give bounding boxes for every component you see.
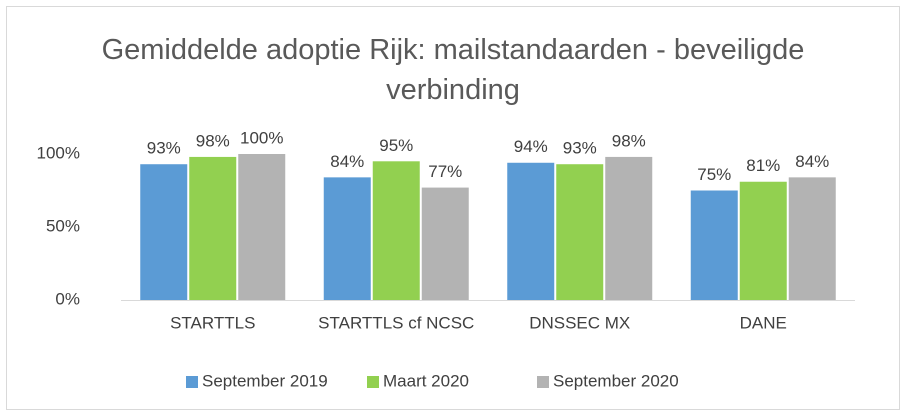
bar <box>238 154 286 300</box>
bar <box>690 190 738 300</box>
bar <box>605 156 653 300</box>
legend-label: Maart 2020 <box>383 371 469 390</box>
data-label: 93% <box>147 139 181 158</box>
x-tick-label: DANE <box>740 313 787 332</box>
data-label: 100% <box>240 128 283 147</box>
data-label: 81% <box>746 156 780 175</box>
bar <box>556 164 604 300</box>
y-tick-label: 0% <box>55 289 80 308</box>
bar <box>788 177 836 300</box>
bar <box>189 156 237 300</box>
data-label: 98% <box>612 131 646 150</box>
data-label: 84% <box>330 152 364 171</box>
data-label: 75% <box>697 165 731 184</box>
legend-swatch <box>367 376 379 388</box>
x-tick-label: STARTTLS <box>170 313 255 332</box>
legend-swatch <box>537 376 549 388</box>
data-label: 77% <box>428 162 462 181</box>
data-label: 84% <box>795 152 829 171</box>
bar <box>372 161 420 300</box>
bar <box>421 187 469 300</box>
legend-swatch <box>186 376 198 388</box>
data-label: 93% <box>563 139 597 158</box>
x-tick-label: DNSSEC MX <box>529 313 630 332</box>
data-label: 95% <box>379 136 413 155</box>
legend-label: September 2019 <box>202 371 328 390</box>
bar <box>739 181 787 300</box>
data-label: 94% <box>514 137 548 156</box>
y-tick-label: 100% <box>37 143 80 162</box>
data-label: 98% <box>196 131 230 150</box>
chart-title: Gemiddelde adoptie Rijk: mailstandaarden… <box>101 34 805 106</box>
bar <box>507 162 555 300</box>
x-tick-label: STARTTLS cf NCSC <box>318 313 474 332</box>
y-tick-label: 50% <box>46 216 80 235</box>
bar <box>140 164 188 300</box>
bar <box>323 177 371 300</box>
legend-label: September 2020 <box>553 371 679 390</box>
